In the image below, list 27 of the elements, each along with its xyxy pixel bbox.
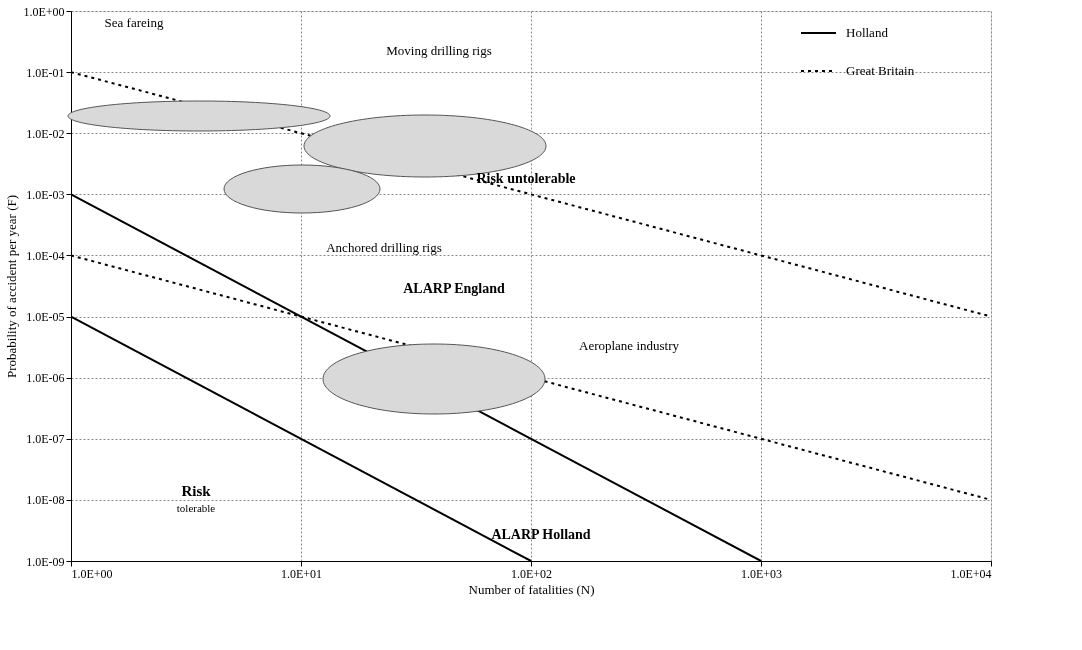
annotation: Sea fareing — [104, 15, 164, 30]
annotation: Moving drilling rigs — [386, 43, 492, 58]
annotation: Anchored drilling rigs — [326, 240, 442, 255]
y-tick-label: 1.0E-05 — [26, 310, 65, 325]
annotation: ALARP Holland — [491, 527, 591, 542]
y-axis-title: Probability of accident per year (F) — [4, 194, 20, 379]
y-tick-label: 1.0E-06 — [26, 371, 65, 386]
annotation: tolerable — [176, 502, 216, 514]
x-tick-label: 1.0E+04 — [950, 566, 992, 581]
y-tick-label: 1.0E-03 — [26, 187, 65, 202]
annotation: ALARP England — [403, 281, 505, 296]
x-tick-label: 1.0E+00 — [71, 566, 113, 581]
annotation: Aeroplane industry — [578, 338, 680, 353]
x-axis-title: Number of fatalities (N) — [468, 581, 595, 597]
y-tick-label: 1.0E-01 — [26, 65, 65, 80]
y-tick-label: 1.0E+00 — [23, 4, 65, 19]
y-tick-label: 1.0E-09 — [26, 554, 65, 569]
x-tick-label: 1.0E+02 — [510, 566, 553, 581]
legend-label: Great Britain — [846, 63, 915, 78]
y-tick-label: 1.0E-07 — [26, 432, 65, 447]
x-tick-label: 1.0E+03 — [740, 566, 783, 581]
x-tick-label: 1.0E+01 — [280, 566, 323, 581]
annotation: Risk — [181, 483, 212, 499]
y-tick-label: 1.0E-02 — [26, 126, 65, 141]
y-tick-label: 1.0E-04 — [26, 248, 65, 263]
y-tick-label: 1.0E-08 — [26, 493, 65, 508]
legend-label: Holland — [846, 25, 889, 40]
